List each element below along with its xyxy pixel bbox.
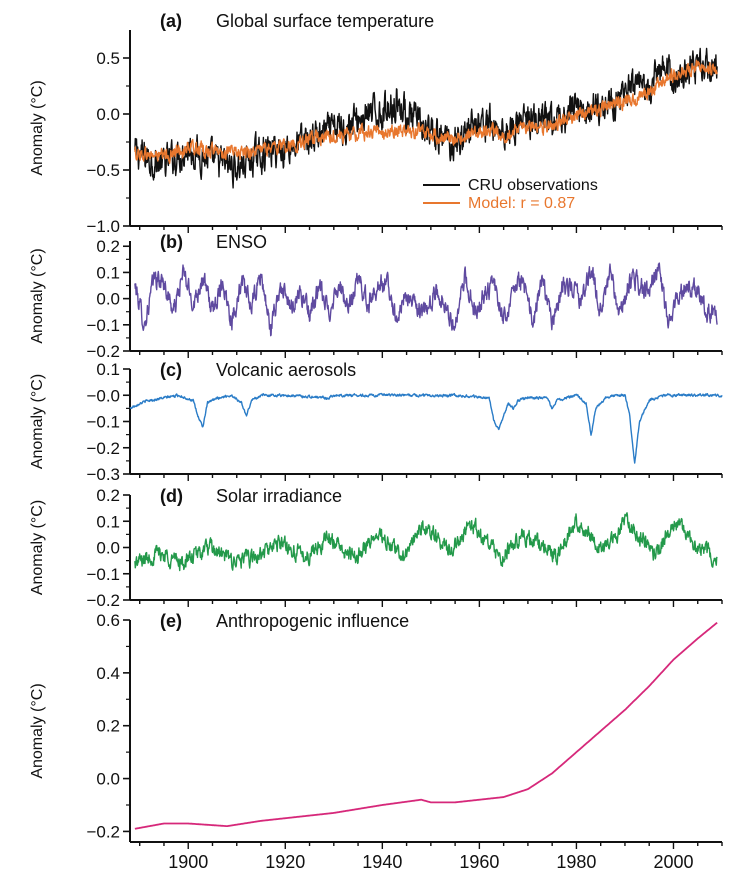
series-line-c-0: [129, 392, 723, 464]
panel-title: Solar irradiance: [216, 486, 342, 506]
x-tick-label: 1900: [168, 852, 208, 871]
legend-label: Model: r = 0.87: [468, 195, 575, 212]
y-tick-label: −0.1: [86, 565, 120, 584]
y-tick-label: −0.3: [86, 465, 120, 484]
panel-title: ENSO: [216, 232, 267, 252]
y-tick-label: 0.0: [96, 539, 120, 558]
y-tick-label: 0.6: [96, 611, 120, 630]
y-tick-label: 0.0: [96, 290, 120, 309]
y-tick-label: −0.2: [86, 439, 120, 458]
legend-label: CRU observations: [468, 177, 598, 194]
panel-letter: (b): [160, 232, 183, 252]
y-tick-label: 0.5: [96, 49, 120, 68]
y-tick-label: 0.1: [96, 360, 120, 379]
y-tick-label: 0.1: [96, 263, 120, 282]
y-tick-label: 0.2: [96, 717, 120, 736]
y-tick-label: −1.0: [86, 217, 120, 236]
panel-letter: (c): [160, 360, 182, 380]
panel-b: −0.2 −0.1 0.0 0.1 0.2 Anomaly (°C) (b) ENSO: [29, 232, 723, 361]
series-line-b-0: [134, 262, 718, 337]
y-tick-label: 0.2: [96, 237, 120, 256]
panel-letter: (a): [160, 11, 182, 31]
y-tick-label: 0.2: [96, 486, 120, 505]
y-tick-label: −0.1: [86, 413, 120, 432]
panel-letter: (d): [160, 486, 183, 506]
y-tick-label: −0.2: [86, 822, 120, 841]
series-line-d-0: [134, 512, 718, 572]
y-tick-label: −0.1: [86, 316, 120, 335]
x-tick-label: 1980: [556, 852, 596, 871]
y-tick-label: −0.5: [86, 161, 120, 180]
panel-c: −0.3 −0.2 −0.1 −0.0 0.1 Anomaly (°C) (c) Volcan…: [29, 360, 723, 484]
panel-d: −0.2 −0.1 0.0 0.1 0.2 Anomaly (°C) (d) Solar ir…: [29, 486, 723, 610]
series-line-a-0: [134, 47, 718, 189]
panel-title: Anthropogenic influence: [216, 611, 409, 631]
y-tick-label: 0.4: [96, 664, 120, 683]
y-tick-label: −0.2: [86, 591, 120, 610]
y-tick-label: −0.2: [86, 342, 120, 361]
series-line-a-1: [134, 59, 718, 165]
y-axis-label: Anomaly (°C): [29, 500, 46, 595]
x-tick-label: 1940: [362, 852, 402, 871]
y-axis-label: Anomaly (°C): [29, 374, 46, 469]
x-tick-label: 1960: [459, 852, 499, 871]
panel-title: Global surface temperature: [216, 11, 434, 31]
y-tick-label: −0.0: [86, 386, 120, 405]
x-tick-label: 2000: [653, 852, 693, 871]
y-axis-label: Anomaly (°C): [29, 683, 46, 778]
y-tick-label: 0.0: [96, 105, 120, 124]
y-tick-label: 0.1: [96, 512, 120, 531]
x-tick-label: 1920: [265, 852, 305, 871]
panel-title: Volcanic aerosols: [216, 360, 356, 380]
panel-e: −0.2 0.0 0.2 0.4 0.6 1900 1920 1940 1960 1980 2000…: [29, 611, 723, 872]
panel-letter: (e): [160, 611, 182, 631]
series-line-e-0: [134, 621, 718, 830]
y-tick-label: 0.0: [96, 770, 120, 789]
y-axis-label: Anomaly (°C): [29, 80, 46, 175]
y-axis-label: Anomaly (°C): [29, 248, 46, 343]
panel-a: −1.0 −0.5 0.0 0.5 Anomaly (°C) (a) Global surf…: [29, 11, 723, 236]
